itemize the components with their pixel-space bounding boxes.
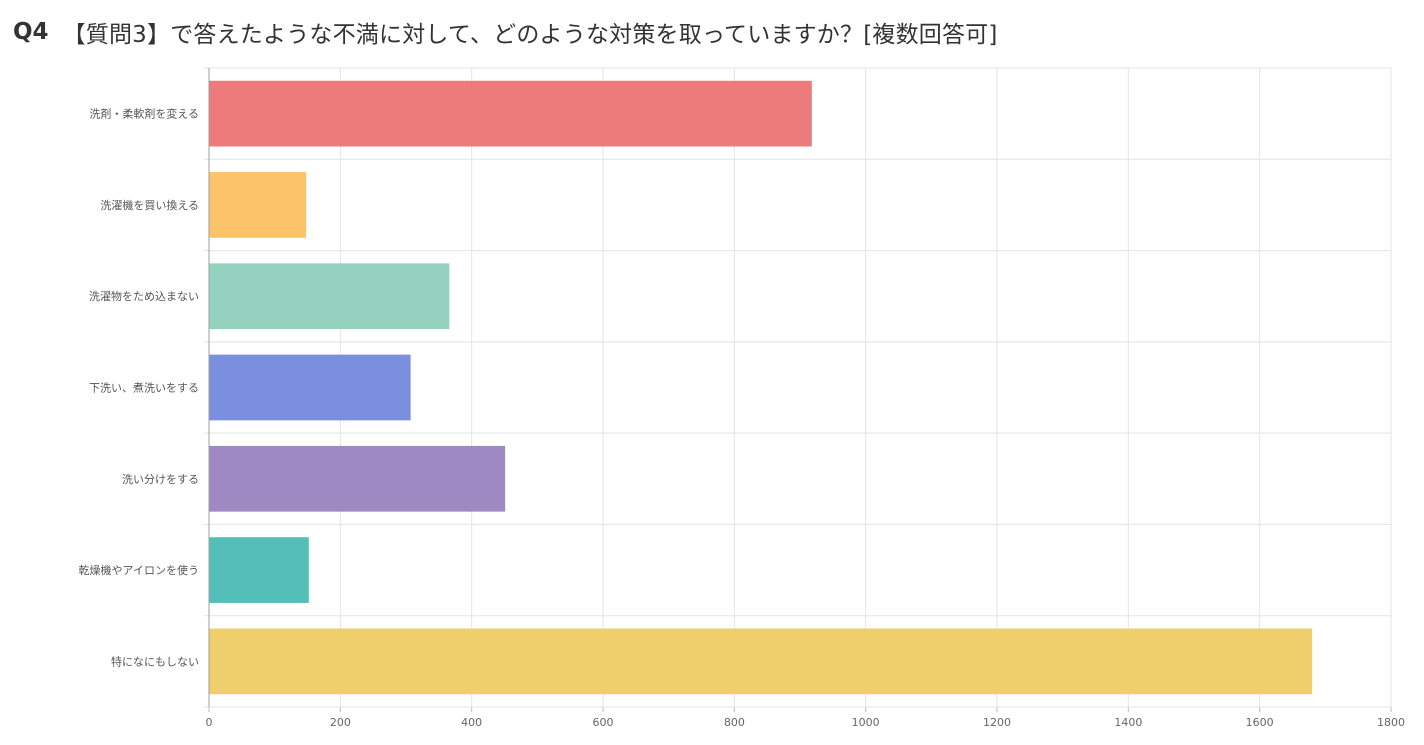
category-label: 下洗い、煮洗いをする <box>89 382 199 395</box>
x-tick-label: 1600 <box>1246 716 1274 729</box>
x-tick-label: 200 <box>330 716 351 729</box>
bar <box>209 263 450 330</box>
x-tick-label: 600 <box>593 716 614 729</box>
bar <box>209 445 506 512</box>
x-tick-label: 800 <box>724 716 745 729</box>
category-label: 洗い分けをする <box>122 473 199 486</box>
bar <box>209 172 307 238</box>
x-tick-label: 0 <box>206 716 213 729</box>
category-label: 乾燥機やアイロンを使う <box>79 563 199 577</box>
category-label: 洗濯物をため込まない <box>89 289 199 303</box>
question-header: Q4 【質問3】で答えたような不満に対して、どのような対策を取っていますか？[複… <box>13 12 998 52</box>
bar <box>209 80 812 147</box>
question-text: 【質問3】で答えたような不満に対して、どのような対策を取っていますか？[複数回答… <box>62 22 998 48</box>
bar <box>209 537 309 603</box>
x-tick-label: 1400 <box>1114 716 1142 729</box>
category-label: 特になにもしない <box>111 654 199 668</box>
category-label: 洗剤・柔軟剤を変える <box>89 107 199 121</box>
category-label: 洗濯機を買い換える <box>100 198 199 212</box>
x-tick-label: 400 <box>461 716 482 729</box>
bar <box>209 354 411 421</box>
x-tick-label: 1000 <box>852 716 880 729</box>
x-tick-label: 1200 <box>983 716 1011 729</box>
x-tick-label: 1800 <box>1377 716 1405 729</box>
question-number: Q4 <box>13 19 49 45</box>
bar <box>209 628 1313 695</box>
